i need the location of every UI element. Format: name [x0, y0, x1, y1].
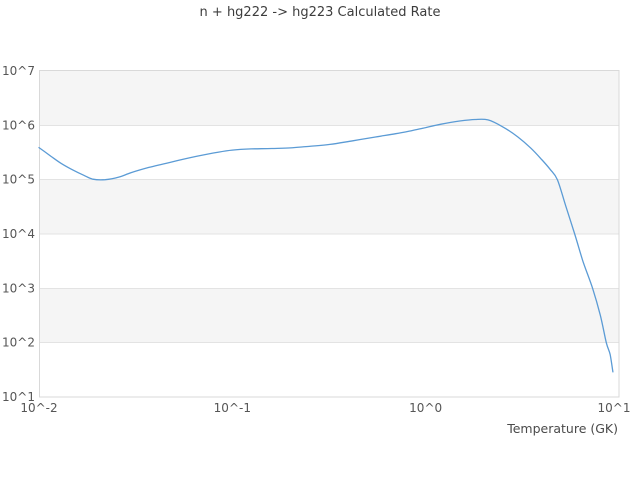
- y-tick-label: 10^6: [2, 118, 35, 132]
- x-tick-label: 10^0: [409, 401, 442, 415]
- y-tick-label: 10^7: [2, 64, 35, 78]
- x-axis-label: Temperature (GK): [506, 421, 618, 436]
- rate-curve-line: [38, 118, 614, 373]
- x-axis-tick-labels: 10^-2 10^-1 10^0 10^1: [20, 401, 630, 415]
- chart-title: n + hg222 -> hg223 Calculated Rate: [199, 5, 441, 20]
- gridlines: [39, 124, 619, 344]
- x-tick-label: 10^-1: [214, 401, 251, 415]
- y-tick-label: 10^1: [2, 390, 35, 404]
- y-tick-label: 10^5: [2, 173, 35, 187]
- y-tick-label: 10^3: [2, 281, 35, 295]
- y-axis-tick-labels: 10^7 10^6 10^5 10^4 10^3 10^2 10^1: [2, 64, 35, 404]
- log-band-10e6-10e7: [39, 71, 619, 126]
- y-tick-label: 10^4: [2, 227, 35, 241]
- log-band-10e2-10e3: [39, 288, 619, 343]
- log-band-10e4-10e5: [39, 179, 619, 234]
- decade-bands: [39, 71, 619, 343]
- x-tick-label: 10^1: [598, 401, 631, 415]
- plot-border: [39, 70, 620, 398]
- x-tick-label: 10^-2: [20, 401, 57, 415]
- y-tick-label: 10^2: [2, 336, 35, 350]
